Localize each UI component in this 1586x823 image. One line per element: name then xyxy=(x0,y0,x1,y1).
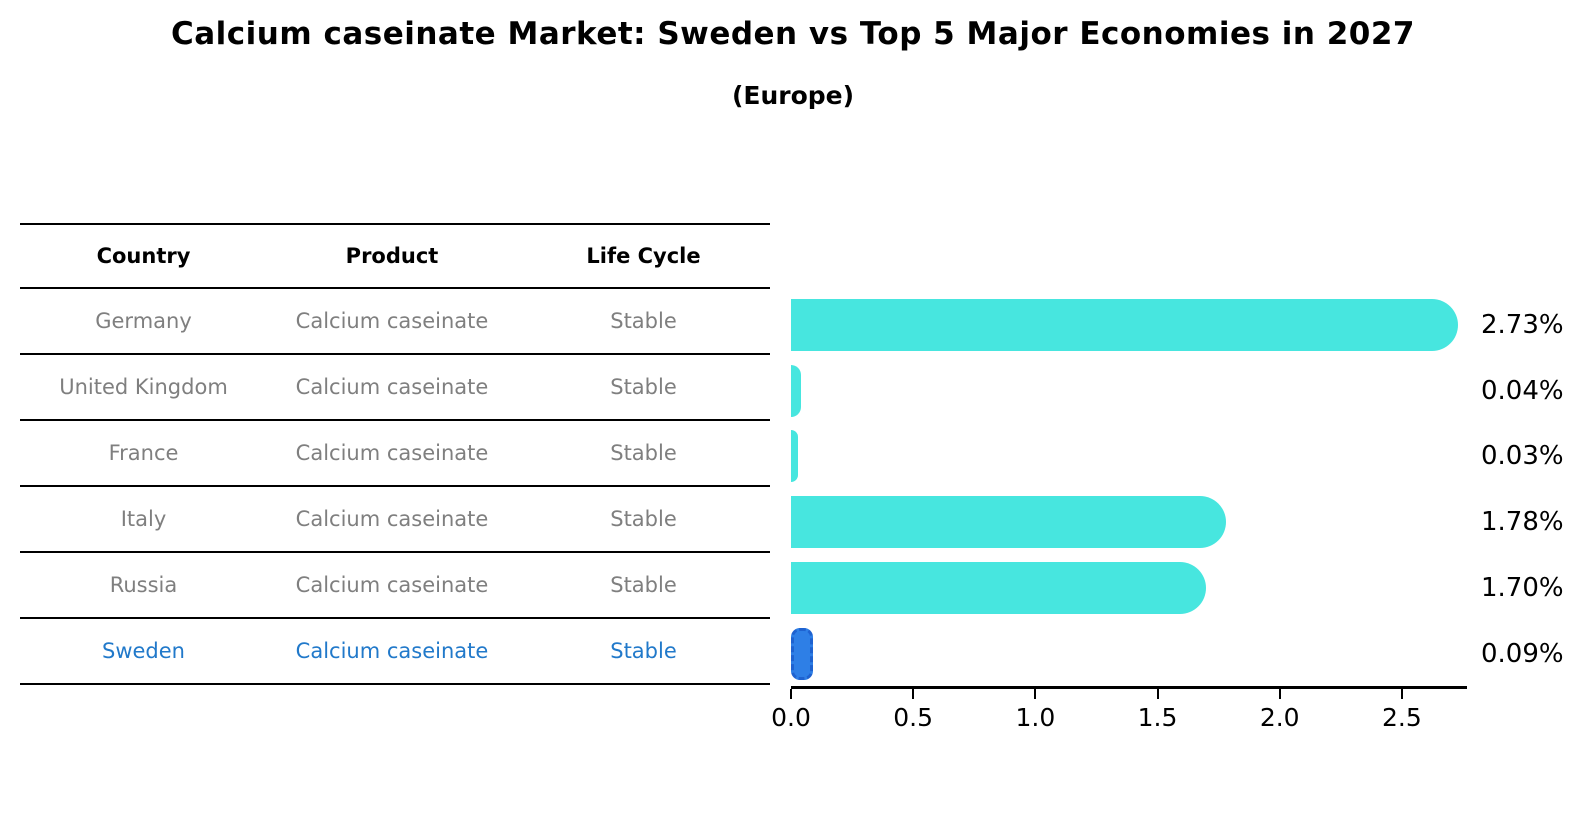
country-table: Country Product Life Cycle Germany Calciu… xyxy=(20,223,770,685)
x-tick-label: 1.0 xyxy=(1015,703,1056,732)
table-row: Italy Calcium caseinate Stable xyxy=(20,487,770,553)
cell-country: Germany xyxy=(95,309,192,333)
cell-product: Calcium caseinate xyxy=(295,639,489,663)
x-tick-mark xyxy=(1278,689,1281,699)
bar-italy xyxy=(791,496,1226,548)
column-header-lifecycle: Life Cycle xyxy=(586,244,701,268)
x-tick-mark xyxy=(790,689,792,699)
column-header-product: Product xyxy=(345,244,439,268)
table-row: Sweden Calcium caseinate Stable xyxy=(20,619,770,685)
cell-country: Italy xyxy=(120,507,167,531)
x-tick-mark xyxy=(1400,689,1403,699)
cell-lifecycle: Stable xyxy=(610,441,677,465)
cell-lifecycle: Stable xyxy=(610,375,677,399)
bar-france xyxy=(791,430,798,482)
cell-product: Calcium caseinate xyxy=(295,375,489,399)
bar-value-label: 0.09% xyxy=(1481,639,1564,669)
cell-country: France xyxy=(108,441,179,465)
table-body: Germany Calcium caseinate Stable United Kin… xyxy=(20,289,770,685)
x-tick-label: 0.0 xyxy=(771,703,811,732)
x-tick-mark xyxy=(1156,689,1159,699)
bar-value-label: 1.70% xyxy=(1481,573,1564,603)
x-axis-line xyxy=(791,686,1467,689)
bar-united-kingdom xyxy=(791,365,801,417)
bar-value-label: 0.03% xyxy=(1481,441,1564,471)
cell-product: Calcium caseinate xyxy=(295,309,489,333)
cell-country: Sweden xyxy=(102,639,185,663)
chart-title: Calcium caseinate Market: Sweden vs Top … xyxy=(171,16,1415,52)
bar-value-label: 2.73% xyxy=(1481,310,1564,340)
cell-lifecycle: Stable xyxy=(610,507,677,531)
x-tick-mark xyxy=(912,689,915,699)
bar-value-label: 1.78% xyxy=(1481,507,1564,537)
x-tick-label: 1.5 xyxy=(1137,703,1178,732)
x-tick-mark xyxy=(1034,689,1037,699)
cell-lifecycle: Stable xyxy=(610,309,677,333)
table-row: Germany Calcium caseinate Stable xyxy=(20,289,770,355)
bar-russia xyxy=(791,562,1206,614)
cell-country: United Kingdom xyxy=(59,375,228,399)
cell-product: Calcium caseinate xyxy=(295,573,489,597)
table-row: Russia Calcium caseinate Stable xyxy=(20,553,770,619)
cell-country: Russia xyxy=(109,573,178,597)
chart-subtitle: (Europe) xyxy=(731,81,855,110)
cell-lifecycle: Stable xyxy=(610,639,677,663)
x-tick-label: 0.5 xyxy=(893,703,934,732)
table-header-row: Country Product Life Cycle xyxy=(20,225,770,289)
table-row: France Calcium caseinate Stable xyxy=(20,421,770,487)
cell-lifecycle: Stable xyxy=(610,573,677,597)
x-tick-label: 2.0 xyxy=(1259,703,1300,732)
bar-sweden-highlight xyxy=(791,628,813,680)
table-row: United Kingdom Calcium caseinate Stable xyxy=(20,355,770,421)
cell-product: Calcium caseinate xyxy=(295,441,489,465)
cell-product: Calcium caseinate xyxy=(295,507,489,531)
column-header-country: Country xyxy=(96,244,191,268)
bar-germany xyxy=(791,299,1458,351)
bar-value-label: 0.04% xyxy=(1481,376,1564,406)
x-tick-label: 2.5 xyxy=(1382,703,1422,732)
